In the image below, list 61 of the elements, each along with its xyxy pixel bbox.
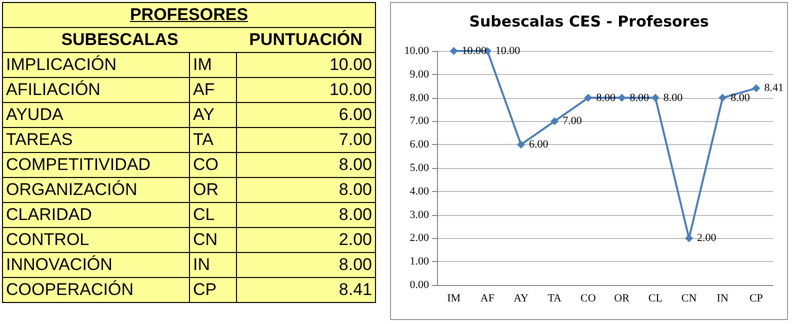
y-tick-label: 9.00 xyxy=(410,68,430,80)
y-tick-label: 0.00 xyxy=(410,279,430,291)
text: 8.41 xyxy=(764,82,784,94)
x-tick-label: OR xyxy=(614,292,630,304)
x-tick-label: CO xyxy=(580,292,596,304)
y-tick-label: 6.00 xyxy=(410,138,430,151)
x-tick-label: IM xyxy=(447,292,461,304)
text: 8.00 xyxy=(730,92,750,104)
text: CN xyxy=(190,228,236,252)
text: COOPERACIÓN xyxy=(2,278,190,302)
text: COMPETITIVIDAD xyxy=(2,152,190,178)
text: ORGANIZACIÓN xyxy=(2,178,190,202)
text: TAREAS xyxy=(2,128,190,152)
text: TA xyxy=(190,128,236,152)
text: 8.00 xyxy=(236,152,376,178)
text: 10.00 xyxy=(236,52,376,78)
x-tick-label: AY xyxy=(514,292,528,304)
text: 7.00 xyxy=(236,128,376,152)
y-tick-label: 4.00 xyxy=(410,185,430,198)
text: AFILIACIÓN xyxy=(2,78,190,102)
y-tick-label: 3.00 xyxy=(410,208,430,221)
text: PUNTUACIÓN xyxy=(236,28,376,52)
text: 7.00 xyxy=(562,115,582,128)
text: CO xyxy=(190,152,236,178)
chart-title: Subescalas CES - Profesores xyxy=(469,12,709,30)
text: INNOVACIÓN xyxy=(2,252,190,278)
text: IN xyxy=(190,252,236,278)
text: 6.00 xyxy=(529,138,548,151)
y-tick-label: 2.00 xyxy=(410,232,430,244)
text: AYUDA xyxy=(2,102,190,128)
text: 10.00 xyxy=(236,78,376,102)
x-tick-label: CL xyxy=(648,292,663,304)
y-tick-label: 5.00 xyxy=(410,162,430,174)
text: 6.00 xyxy=(236,102,376,128)
text: 2.00 xyxy=(236,228,376,252)
x-tick-label: CN xyxy=(681,292,697,304)
text: 10.00 xyxy=(495,45,520,57)
text: CLARIDAD xyxy=(2,202,190,228)
text: SUBESCALAS xyxy=(2,28,236,52)
text: 8.00 xyxy=(236,252,376,278)
text: CONTROL xyxy=(2,228,190,252)
text: IM xyxy=(190,52,236,78)
y-tick-label: 10.00 xyxy=(404,45,430,57)
y-tick-label: 8.00 xyxy=(410,92,430,104)
y-tick-label: 7.00 xyxy=(410,115,430,128)
text: 8.00 xyxy=(663,92,683,104)
x-tick-label: CP xyxy=(749,292,763,304)
x-tick-label: IN xyxy=(716,292,728,304)
text: 8.00 xyxy=(236,202,376,228)
text: 2.00 xyxy=(697,232,716,244)
text: OR xyxy=(190,178,236,202)
x-tick-label: TA xyxy=(548,292,562,304)
text: 8.41 xyxy=(236,278,376,302)
text: CL xyxy=(190,202,236,228)
text: IMPLICACIÓN xyxy=(2,52,190,78)
x-tick-label: AF xyxy=(480,292,494,304)
text: PROFESORES xyxy=(2,2,376,28)
text: AY xyxy=(190,102,236,128)
text: 8.00 xyxy=(236,178,376,202)
y-tick-label: 1.00 xyxy=(410,256,430,268)
text: AF xyxy=(190,78,236,102)
